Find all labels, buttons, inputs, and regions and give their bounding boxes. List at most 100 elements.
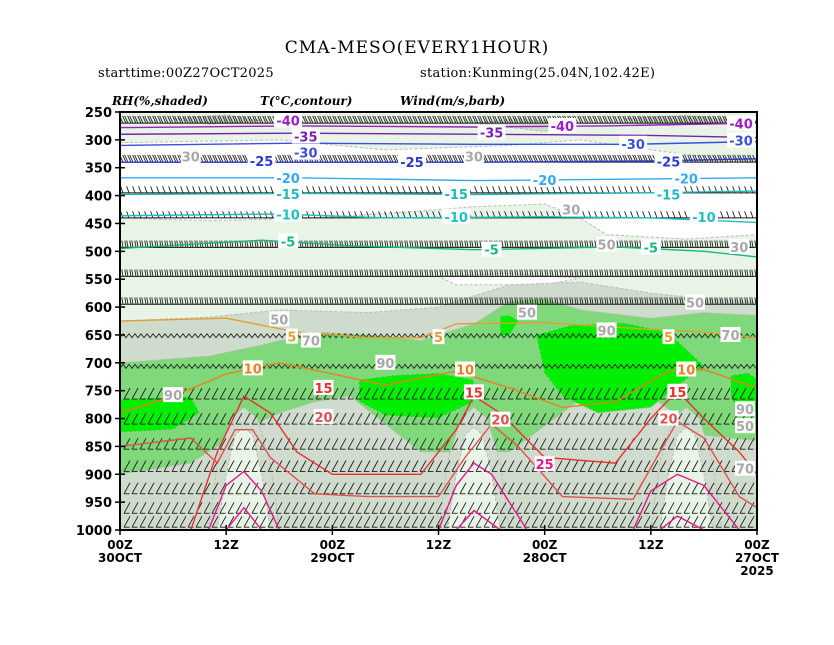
- wind-barb: [416, 269, 419, 277]
- wind-barb: [546, 186, 550, 193]
- wind-barb: [204, 154, 209, 163]
- wind-barb: [419, 240, 422, 248]
- wind-barb: [691, 515, 699, 528]
- wind-barb: [444, 297, 447, 305]
- wind-barb: [371, 502, 379, 514]
- wind-barb: [359, 269, 362, 277]
- wind-barb: [192, 186, 196, 193]
- wind-barb: [162, 154, 167, 163]
- wind-barb: [299, 240, 302, 248]
- wind-barb: [539, 387, 547, 400]
- wind-barb: [394, 115, 399, 124]
- wind-barb: [559, 240, 562, 248]
- wind-barb: [749, 297, 752, 305]
- rh-label-bg: [685, 294, 706, 310]
- wind-barb: [630, 211, 634, 219]
- wind-barb-row: [120, 363, 757, 370]
- wind-barb: [324, 297, 327, 305]
- wind-barb: [747, 482, 755, 494]
- wind-barb: [121, 269, 124, 277]
- wind-barb: [221, 269, 224, 277]
- wind-barb: [299, 297, 302, 305]
- wind-barb: [334, 269, 337, 277]
- wind-barb: [581, 269, 584, 277]
- wind-barb: [299, 515, 307, 528]
- wind-barb: [531, 482, 539, 494]
- wind-barb: [459, 154, 464, 163]
- wind-barb: [475, 482, 483, 494]
- wind-barb: [499, 387, 507, 400]
- wind-barb: [624, 211, 628, 219]
- wind-barb: [547, 515, 555, 528]
- wind-barb: [587, 412, 595, 425]
- wind-barb: [544, 154, 549, 163]
- wind-barb: [443, 515, 451, 528]
- wind-barb: [402, 115, 407, 124]
- wind-barb: [474, 186, 478, 193]
- wind-barb: [566, 297, 569, 305]
- wind-barb: [212, 115, 217, 124]
- wind-barb: [227, 387, 235, 400]
- wind-barb: [302, 115, 307, 124]
- wind-barb: [489, 297, 492, 305]
- wind-barb: [187, 460, 195, 472]
- wind-barb: [371, 482, 379, 494]
- temperature-label-bg: [477, 124, 506, 140]
- wind-barb: [501, 297, 504, 305]
- wind-barb: [279, 297, 282, 305]
- wind-barbs: [120, 115, 757, 528]
- wind-barb: [327, 154, 332, 163]
- wind-barb: [379, 387, 387, 400]
- wind-barb: [451, 502, 459, 514]
- rh-label: 70: [736, 463, 754, 478]
- wind-barb: [435, 482, 443, 494]
- wind-barb: [603, 502, 611, 514]
- wind-barb: [595, 502, 603, 514]
- wind-barb: [507, 502, 515, 514]
- wind-barb: [387, 502, 395, 514]
- wind-barb: [409, 115, 414, 124]
- wind-barb: [120, 186, 124, 193]
- wind-barb: [537, 154, 542, 163]
- wind-barb: [369, 269, 372, 277]
- wind-barb: [315, 482, 323, 494]
- wind-barb: [395, 387, 403, 400]
- wind-barb: [147, 154, 152, 163]
- wind-barb: [499, 502, 507, 514]
- wind-barb: [283, 502, 291, 514]
- wind-barb: [654, 269, 657, 277]
- temperature-label: -30: [729, 135, 753, 150]
- wind-barb: [323, 437, 331, 450]
- wind-barb: [619, 412, 627, 425]
- wind-barb: [504, 240, 507, 248]
- wind-barb: [126, 269, 129, 277]
- wind-barb: [237, 154, 242, 163]
- wind-barb: [454, 154, 459, 163]
- wind-barb: [347, 412, 355, 425]
- wind-barb: [169, 240, 172, 248]
- wind-barb: [566, 240, 569, 248]
- wind-barb: [614, 297, 617, 305]
- rh-label: 50: [270, 313, 288, 328]
- wind-barb: [299, 502, 307, 514]
- wind-barb: [461, 240, 464, 248]
- wind-barb: [349, 297, 352, 305]
- rh-label-bg: [729, 238, 750, 254]
- wind-barb: [694, 240, 697, 248]
- wind-barb: [152, 115, 157, 124]
- temperature-label-bg: [676, 361, 697, 377]
- wind-barb: [309, 269, 312, 277]
- wind-barb: [330, 186, 334, 193]
- wind-barb: [635, 412, 643, 425]
- wind-barb: [552, 186, 556, 193]
- wind-barb: [507, 154, 512, 163]
- wind-barb: [486, 186, 490, 193]
- wind-barb: [524, 115, 529, 124]
- wind-barb: [635, 437, 643, 450]
- wind-barb: [741, 269, 744, 277]
- wind-barb: [459, 240, 462, 248]
- wind-barb: [526, 297, 529, 305]
- wind-barb: [502, 154, 507, 163]
- wind-barb: [309, 297, 312, 305]
- wind-barb: [479, 115, 484, 124]
